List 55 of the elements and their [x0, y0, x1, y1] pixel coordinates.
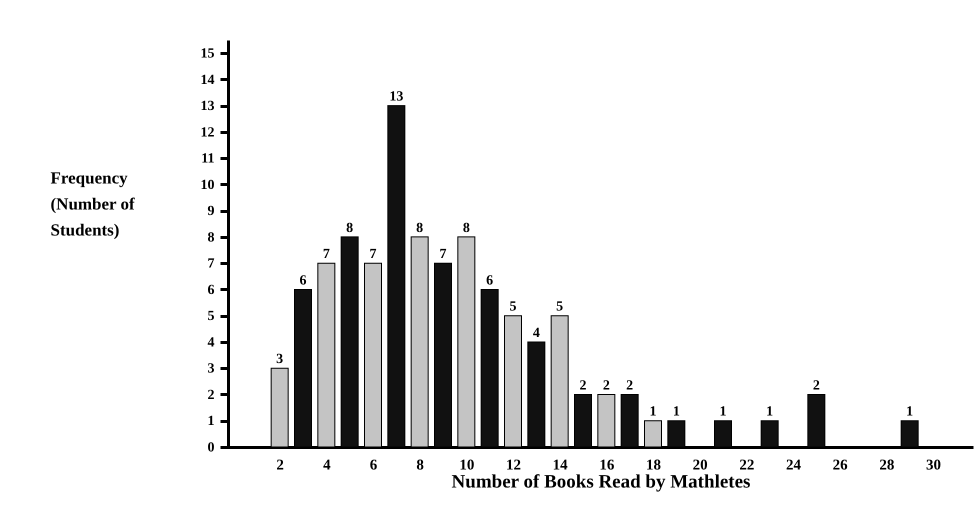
x-tick-label: 12 [506, 458, 521, 474]
x-tick-label: 4 [323, 458, 332, 474]
x-axis-title: Number of Books Read by Mathletes [452, 472, 750, 492]
data-label: 2 [626, 378, 634, 394]
data-label: 1 [906, 404, 914, 420]
x-tick-label: 14 [552, 458, 568, 474]
y-tick-label: 7 [208, 256, 214, 272]
data-label: 6 [300, 273, 306, 288]
x-tick-label: 28 [879, 458, 894, 474]
y-tick-label: 3 [208, 362, 214, 377]
data-label: 2 [602, 378, 610, 394]
y-tick-label: 0 [208, 440, 214, 456]
data-label: 4 [532, 326, 540, 341]
x-tick-label: 30 [926, 458, 941, 474]
y-tick-label: 10 [200, 178, 214, 193]
y-tick-label: 15 [200, 46, 214, 62]
data-label: 7 [322, 247, 330, 262]
x-tick-label: 26 [832, 458, 848, 474]
y-tick-label: 1 [208, 414, 214, 430]
y-tick-label: 6 [208, 282, 214, 298]
x-tick-label: 20 [692, 458, 708, 474]
data-label: 7 [440, 247, 446, 262]
y-tick-label: 9 [208, 204, 214, 220]
y-tick-label: 13 [200, 99, 214, 114]
data-label: 8 [462, 220, 470, 236]
data-label: 8 [416, 220, 424, 236]
data-label: 8 [346, 220, 354, 236]
data-label: 5 [556, 300, 564, 315]
x-tick-label: 22 [739, 458, 754, 474]
y-tick-label: 11 [201, 152, 214, 167]
data-label: 2 [812, 378, 820, 394]
data-label: 1 [766, 404, 774, 420]
x-tick-label: 16 [599, 458, 615, 474]
x-tick-label: 24 [786, 458, 802, 474]
y-tick-label: 2 [208, 388, 214, 403]
data-label: 2 [580, 378, 586, 394]
y-tick-label: 5 [208, 309, 214, 324]
y-tick-label: 8 [208, 230, 214, 246]
x-tick-label: 10 [459, 458, 474, 474]
data-label: 13 [389, 90, 404, 105]
data-label: 3 [276, 352, 284, 368]
data-label: 1 [720, 404, 726, 420]
y-tick-label: 4 [208, 335, 214, 350]
data-label: 1 [650, 404, 656, 420]
x-tick-label: 18 [646, 458, 661, 474]
y-tick-label: 14 [200, 72, 214, 88]
data-label: 1 [672, 404, 680, 420]
data-label: 5 [510, 300, 516, 315]
x-tick-label: 8 [416, 458, 424, 474]
data-label: 6 [486, 273, 494, 288]
y-axis-title: Frequency (Number of Students) [50, 168, 136, 240]
y-tick-label: 12 [200, 125, 214, 140]
x-tick-label: 2 [276, 458, 284, 474]
x-tick-label: 6 [370, 458, 378, 474]
data-label: 7 [370, 247, 376, 262]
